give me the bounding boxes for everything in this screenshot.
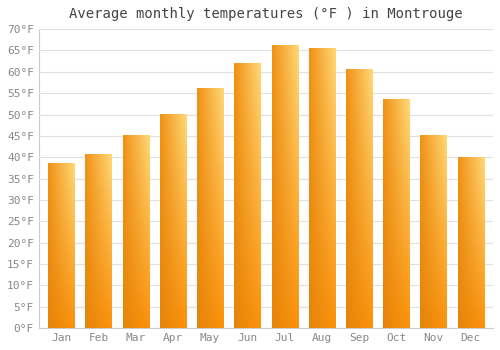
Title: Average monthly temperatures (°F ) in Montrouge: Average monthly temperatures (°F ) in Mo… xyxy=(69,7,462,21)
